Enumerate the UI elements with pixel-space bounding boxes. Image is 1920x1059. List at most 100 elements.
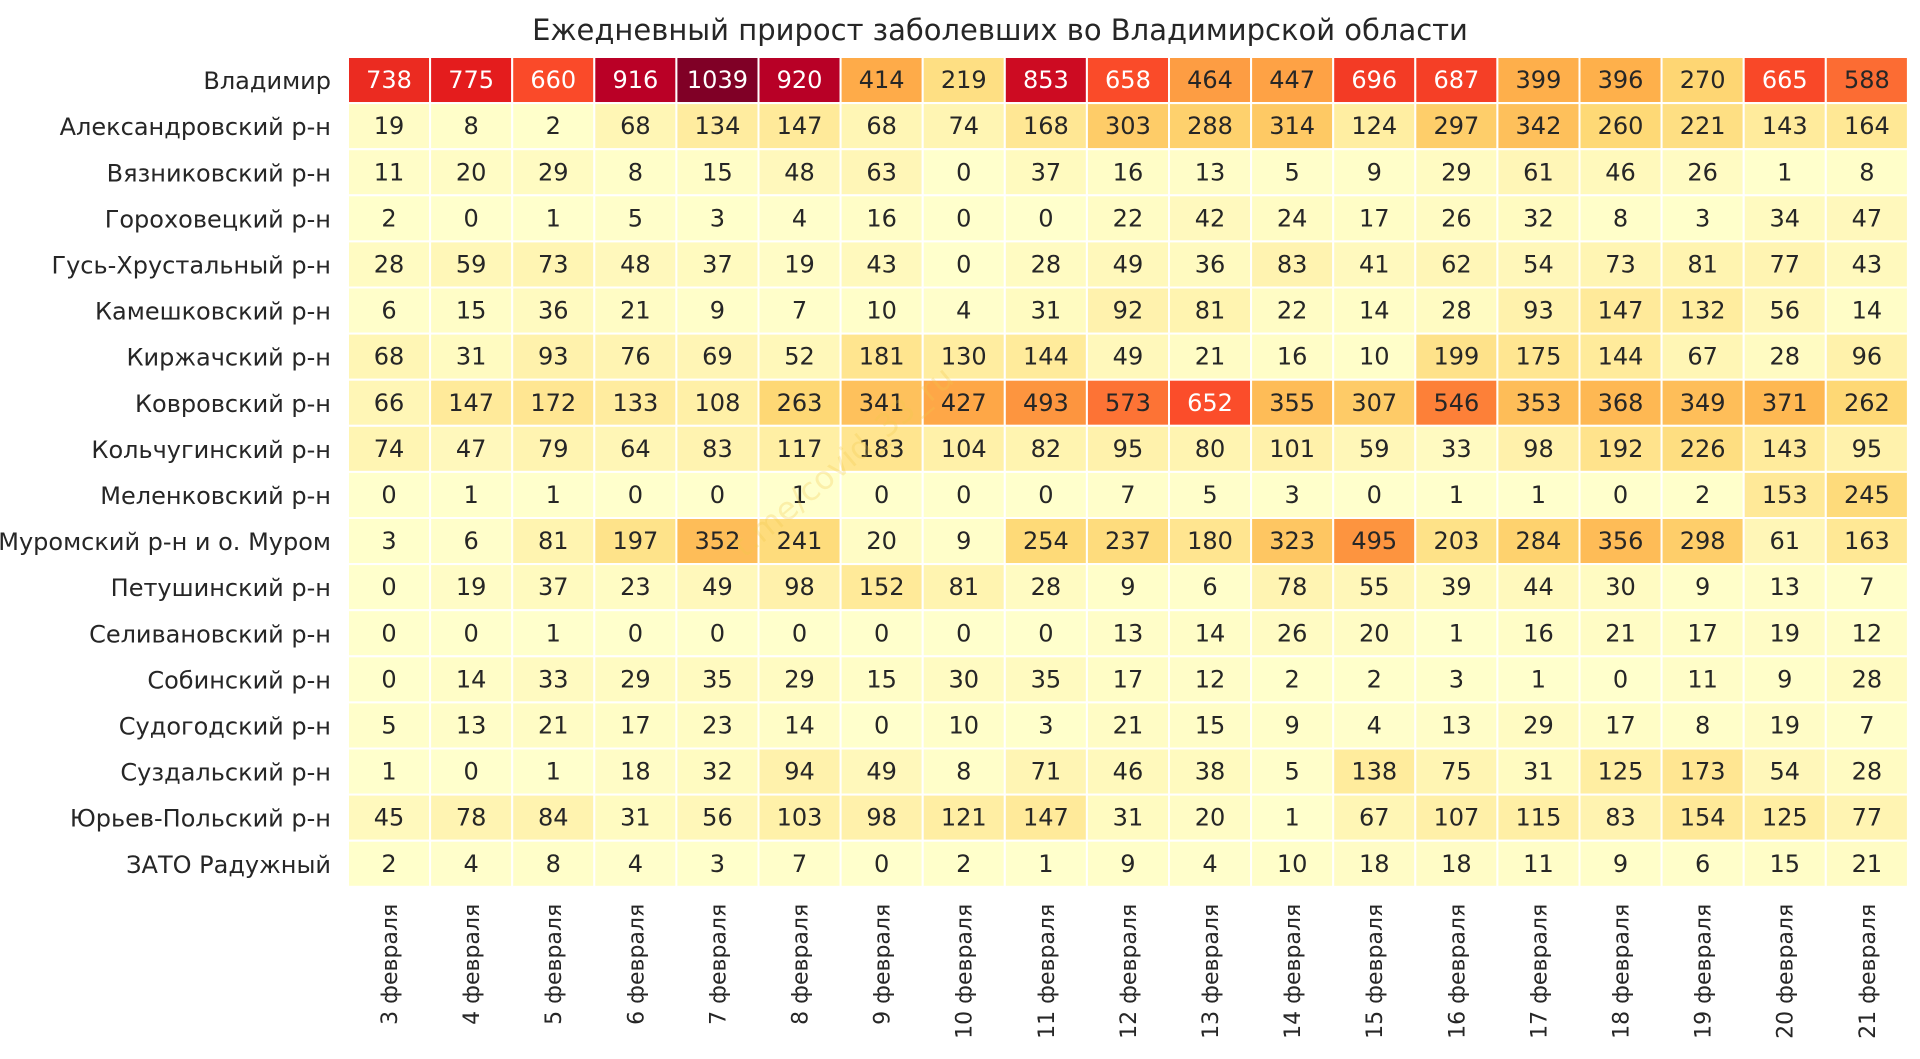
cell-value-label: 49 xyxy=(866,758,897,786)
heatmap-cell xyxy=(1250,655,1335,704)
cell-value-label: 20 xyxy=(456,158,487,186)
heatmap-cell xyxy=(921,56,1006,105)
heatmap-cell xyxy=(1578,148,1663,197)
column-label: 19 февраля xyxy=(1692,904,1717,1039)
heatmap-cell xyxy=(1250,194,1335,243)
column-label: 12 февраля xyxy=(1117,904,1142,1039)
heatmap-cell xyxy=(1496,655,1581,704)
cell-value-label: 221 xyxy=(1680,112,1726,140)
cell-value-label: 356 xyxy=(1598,527,1644,555)
cell-value-label: 21 xyxy=(1113,711,1144,739)
heatmap-cell xyxy=(429,424,514,473)
cell-value-label: 0 xyxy=(381,619,396,647)
heatmap-cell xyxy=(1578,839,1663,888)
cell-value-label: 775 xyxy=(448,66,494,94)
cell-value-label: 43 xyxy=(866,250,897,278)
heatmap-cell xyxy=(1742,701,1827,750)
heatmap-cell xyxy=(1085,378,1171,427)
cell-value-label: 4 xyxy=(1367,711,1382,739)
cell-value-label: 11 xyxy=(1523,850,1554,878)
cell-value-label: 0 xyxy=(874,619,889,647)
heatmap-cell xyxy=(511,609,596,658)
cell-value-label: 3 xyxy=(710,204,725,232)
cell-value-label: 1 xyxy=(546,619,561,647)
cell-value-label: 107 xyxy=(1433,804,1479,832)
heatmap-cell xyxy=(1742,194,1827,243)
heatmap-cell xyxy=(1824,240,1909,289)
cell-value-label: 237 xyxy=(1105,527,1151,555)
cell-value-label: 13 xyxy=(456,711,487,739)
cell-value-label: 21 xyxy=(1852,850,1883,878)
cell-value-label: 78 xyxy=(456,804,487,832)
cell-value-label: 37 xyxy=(1031,158,1062,186)
cell-value-label: 24 xyxy=(1277,204,1308,232)
cell-value-label: 28 xyxy=(374,250,405,278)
cell-value-label: 4 xyxy=(628,850,643,878)
cell-value-label: 10 xyxy=(866,297,897,325)
heatmap-cell xyxy=(1496,240,1581,289)
cell-value-label: 147 xyxy=(448,389,494,417)
cell-value-label: 2 xyxy=(381,204,396,232)
cell-value-label: 152 xyxy=(859,573,905,601)
cell-value-label: 916 xyxy=(612,66,658,94)
row-label: Гусь-Хрустальный р-н xyxy=(51,251,331,279)
heatmap-cell xyxy=(1742,517,1827,566)
cell-value-label: 14 xyxy=(1852,297,1883,325)
heatmap-cell xyxy=(593,194,678,243)
cell-value-label: 8 xyxy=(1613,204,1628,232)
cell-value-label: 29 xyxy=(1441,158,1472,186)
heatmap-cell xyxy=(1660,56,1745,105)
cell-value-label: 588 xyxy=(1844,66,1890,94)
cell-value-label: 42 xyxy=(1195,204,1226,232)
cell-value-label: 8 xyxy=(1695,711,1710,739)
column-label: 5 февраля xyxy=(542,904,567,1025)
cell-value-label: 80 xyxy=(1195,435,1226,463)
cell-value-label: 144 xyxy=(1598,343,1644,371)
cell-value-label: 74 xyxy=(948,112,979,140)
heatmap-cell xyxy=(1496,470,1581,519)
cell-value-label: 1 xyxy=(1285,804,1300,832)
cell-value-label: 77 xyxy=(1852,804,1883,832)
heatmap-cell xyxy=(921,793,1006,842)
cell-value-label: 307 xyxy=(1351,389,1397,417)
cell-value-label: 6 xyxy=(464,527,479,555)
column-label: 21 февраля xyxy=(1856,904,1881,1039)
cell-value-label: 1 xyxy=(546,758,561,786)
cell-value-label: 59 xyxy=(1359,435,1390,463)
cell-value-label: 96 xyxy=(1852,343,1883,371)
cell-value-label: 0 xyxy=(1038,481,1053,509)
cell-value-label: 125 xyxy=(1598,758,1644,786)
column-label: 4 февраля xyxy=(460,904,485,1025)
cell-value-label: 260 xyxy=(1598,112,1644,140)
cell-value-label: 495 xyxy=(1351,527,1397,555)
cell-value-label: 115 xyxy=(1516,804,1562,832)
cell-value-label: 1 xyxy=(1449,481,1464,509)
cell-value-label: 9 xyxy=(1120,850,1135,878)
heatmap-cell xyxy=(347,655,432,704)
column-label: 20 февраля xyxy=(1774,904,1799,1039)
cell-value-label: 48 xyxy=(620,250,651,278)
cell-value-label: 117 xyxy=(777,435,823,463)
row-label: Гороховецкий р-н xyxy=(105,205,331,233)
heatmap-cell xyxy=(757,332,842,381)
cell-value-label: 0 xyxy=(956,204,971,232)
cell-value-label: 352 xyxy=(695,527,741,555)
heatmap-cell xyxy=(1168,655,1253,704)
cell-value-label: 8 xyxy=(628,158,643,186)
heatmap-cell xyxy=(347,424,432,473)
heatmap-cell xyxy=(839,609,924,658)
cell-value-label: 262 xyxy=(1844,389,1890,417)
cell-value-label: 138 xyxy=(1351,758,1397,786)
heatmap-cell xyxy=(347,286,432,335)
heatmap-cell xyxy=(1660,793,1745,842)
heatmap-cell xyxy=(1003,332,1088,381)
cell-value-label: 43 xyxy=(1852,250,1883,278)
heatmap-cell xyxy=(429,194,514,243)
cell-value-label: 341 xyxy=(859,389,905,417)
cell-value-label: 353 xyxy=(1516,389,1562,417)
cell-value-label: 18 xyxy=(620,758,651,786)
cell-value-label: 48 xyxy=(784,158,815,186)
heatmap-cell xyxy=(429,655,514,704)
heatmap-cell xyxy=(1003,747,1088,796)
cell-value-label: 6 xyxy=(381,297,396,325)
